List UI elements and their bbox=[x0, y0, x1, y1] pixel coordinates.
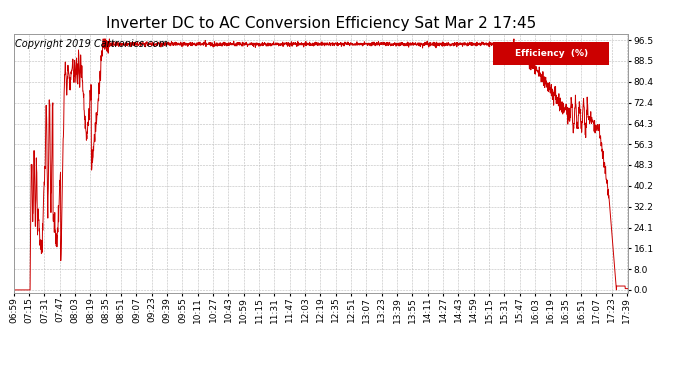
Text: Copyright 2019 Cartronics.com: Copyright 2019 Cartronics.com bbox=[15, 39, 168, 49]
Title: Inverter DC to AC Conversion Efficiency Sat Mar 2 17:45: Inverter DC to AC Conversion Efficiency … bbox=[106, 16, 536, 31]
